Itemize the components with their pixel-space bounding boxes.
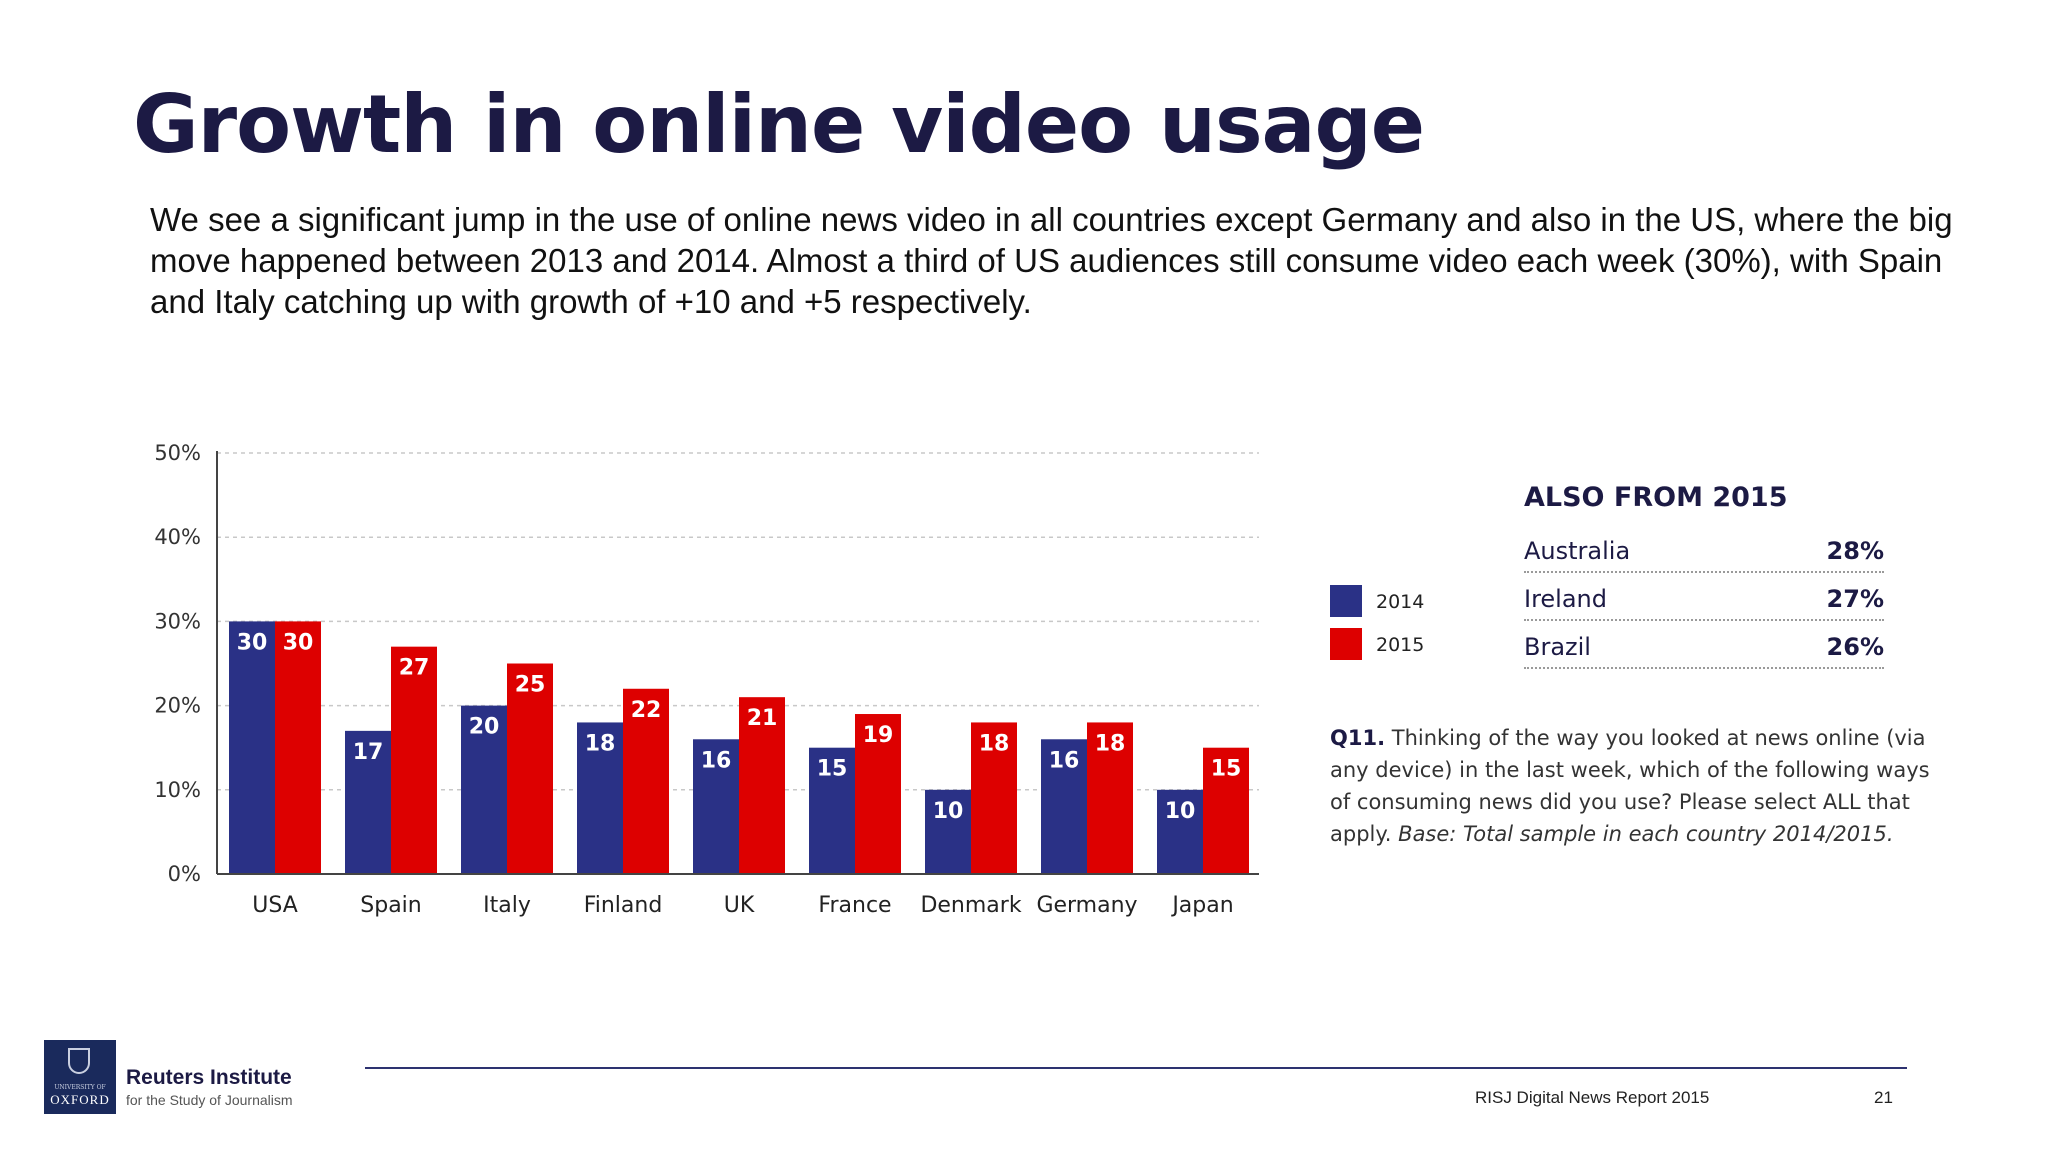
crest-icon	[68, 1048, 90, 1074]
data-label: 16	[1049, 748, 1080, 773]
bar-2014	[1041, 739, 1087, 874]
bar-2015	[391, 646, 437, 874]
data-label: 30	[237, 630, 268, 655]
logo-oxford-text: OXFORD	[50, 1092, 110, 1107]
data-label: 22	[631, 698, 662, 723]
org-subtitle: for the Study of Journalism	[126, 1092, 293, 1108]
y-tick-label: 40%	[154, 525, 201, 549]
data-label: 20	[469, 715, 500, 740]
footer-divider	[365, 1067, 1907, 1069]
slide-title: Growth in online video usage	[133, 78, 1425, 171]
data-label: 15	[817, 757, 848, 782]
question-label: Q11.	[1330, 726, 1386, 750]
data-label: 21	[747, 706, 778, 731]
x-tick-label: Italy	[483, 893, 531, 918]
also-value: 28%	[1826, 537, 1884, 565]
bar-2015	[623, 688, 669, 874]
bar-2014	[809, 747, 855, 874]
oxford-logo: UNIVERSITY OF OXFORD	[44, 1040, 116, 1114]
base-note: Base: Total sample in each country 2014/…	[1391, 822, 1894, 846]
also-row-ireland: Ireland 27%	[1524, 573, 1884, 621]
also-from-title: ALSO FROM 2015	[1524, 482, 1788, 513]
bar-2014	[925, 789, 971, 874]
intro-paragraph: We see a significant jump in the use of …	[150, 201, 1953, 320]
x-tick-label: Germany	[1036, 893, 1137, 918]
org-name: Reuters Institute	[126, 1066, 292, 1089]
data-label: 27	[399, 656, 430, 681]
x-tick-label: UK	[724, 893, 755, 918]
data-label: 18	[585, 731, 616, 756]
axes-layer	[216, 451, 1259, 875]
data-label: 17	[353, 740, 384, 765]
bar-2015	[507, 663, 553, 874]
also-row-australia: Australia 28%	[1524, 525, 1884, 573]
also-value: 27%	[1826, 585, 1884, 613]
legend-swatch-2015	[1330, 628, 1362, 660]
also-value: 26%	[1826, 633, 1884, 661]
bar-2015	[739, 697, 785, 874]
bar-2014	[577, 722, 623, 874]
bar-2014	[345, 730, 391, 874]
also-row-brazil: Brazil 26%	[1524, 621, 1884, 669]
bar-2015	[275, 621, 321, 874]
question-footnote: Q11. Thinking of the way you looked at n…	[1330, 722, 1930, 850]
footer-source: RISJ Digital News Report 2015	[1475, 1088, 1710, 1107]
also-country: Ireland	[1524, 585, 1608, 613]
logo-university-text: UNIVERSITY OF	[54, 1084, 106, 1091]
y-tick-label: 20%	[154, 694, 201, 718]
data-label: 18	[1095, 731, 1126, 756]
data-label: 10	[933, 799, 964, 824]
legend-swatch-2014	[1330, 585, 1362, 617]
y-tick-label: 10%	[154, 778, 201, 802]
data-label: 15	[1211, 757, 1242, 782]
data-label: 19	[863, 723, 894, 748]
x-tick-label: Spain	[360, 893, 421, 918]
bar-2015	[971, 722, 1017, 874]
data-label: 18	[979, 731, 1010, 756]
page-number: 21	[1874, 1088, 1893, 1107]
data-label: 30	[283, 630, 314, 655]
bar-2014	[461, 705, 507, 874]
labels-layer: 0% 10% 20% 30% 40% 50% 30 30 USA 17 27 Spain 20 25 Ita…	[154, 441, 1241, 918]
also-from-panel: ALSO FROM 2015 Australia 28% Ireland 27%…	[1524, 482, 1884, 669]
data-label: 25	[515, 673, 546, 698]
also-country: Australia	[1524, 537, 1631, 565]
legend-label-2015: 2015	[1376, 634, 1425, 656]
x-tick-label: Finland	[584, 893, 663, 918]
x-tick-label: Japan	[1170, 893, 1233, 918]
data-label: 10	[1165, 799, 1196, 824]
x-tick-label: Denmark	[920, 893, 1021, 918]
legend-label-2014: 2014	[1376, 591, 1425, 613]
bar-2015	[1203, 747, 1249, 874]
bar-2014	[693, 739, 739, 874]
bar-2015	[855, 714, 901, 874]
bars-layer	[229, 621, 1249, 874]
y-tick-label: 30%	[154, 609, 201, 633]
data-label: 16	[701, 748, 732, 773]
x-tick-label: France	[818, 893, 891, 918]
question-text: Thinking of the way you looked at news o…	[1330, 726, 1930, 846]
also-country: Brazil	[1524, 633, 1591, 661]
bar-2015	[1087, 722, 1133, 874]
bar-2014	[229, 621, 275, 874]
y-tick-label: 50%	[154, 441, 201, 465]
y-tick-label: 0%	[168, 862, 201, 886]
x-tick-label: USA	[252, 893, 298, 918]
bar-2014	[1157, 789, 1203, 874]
